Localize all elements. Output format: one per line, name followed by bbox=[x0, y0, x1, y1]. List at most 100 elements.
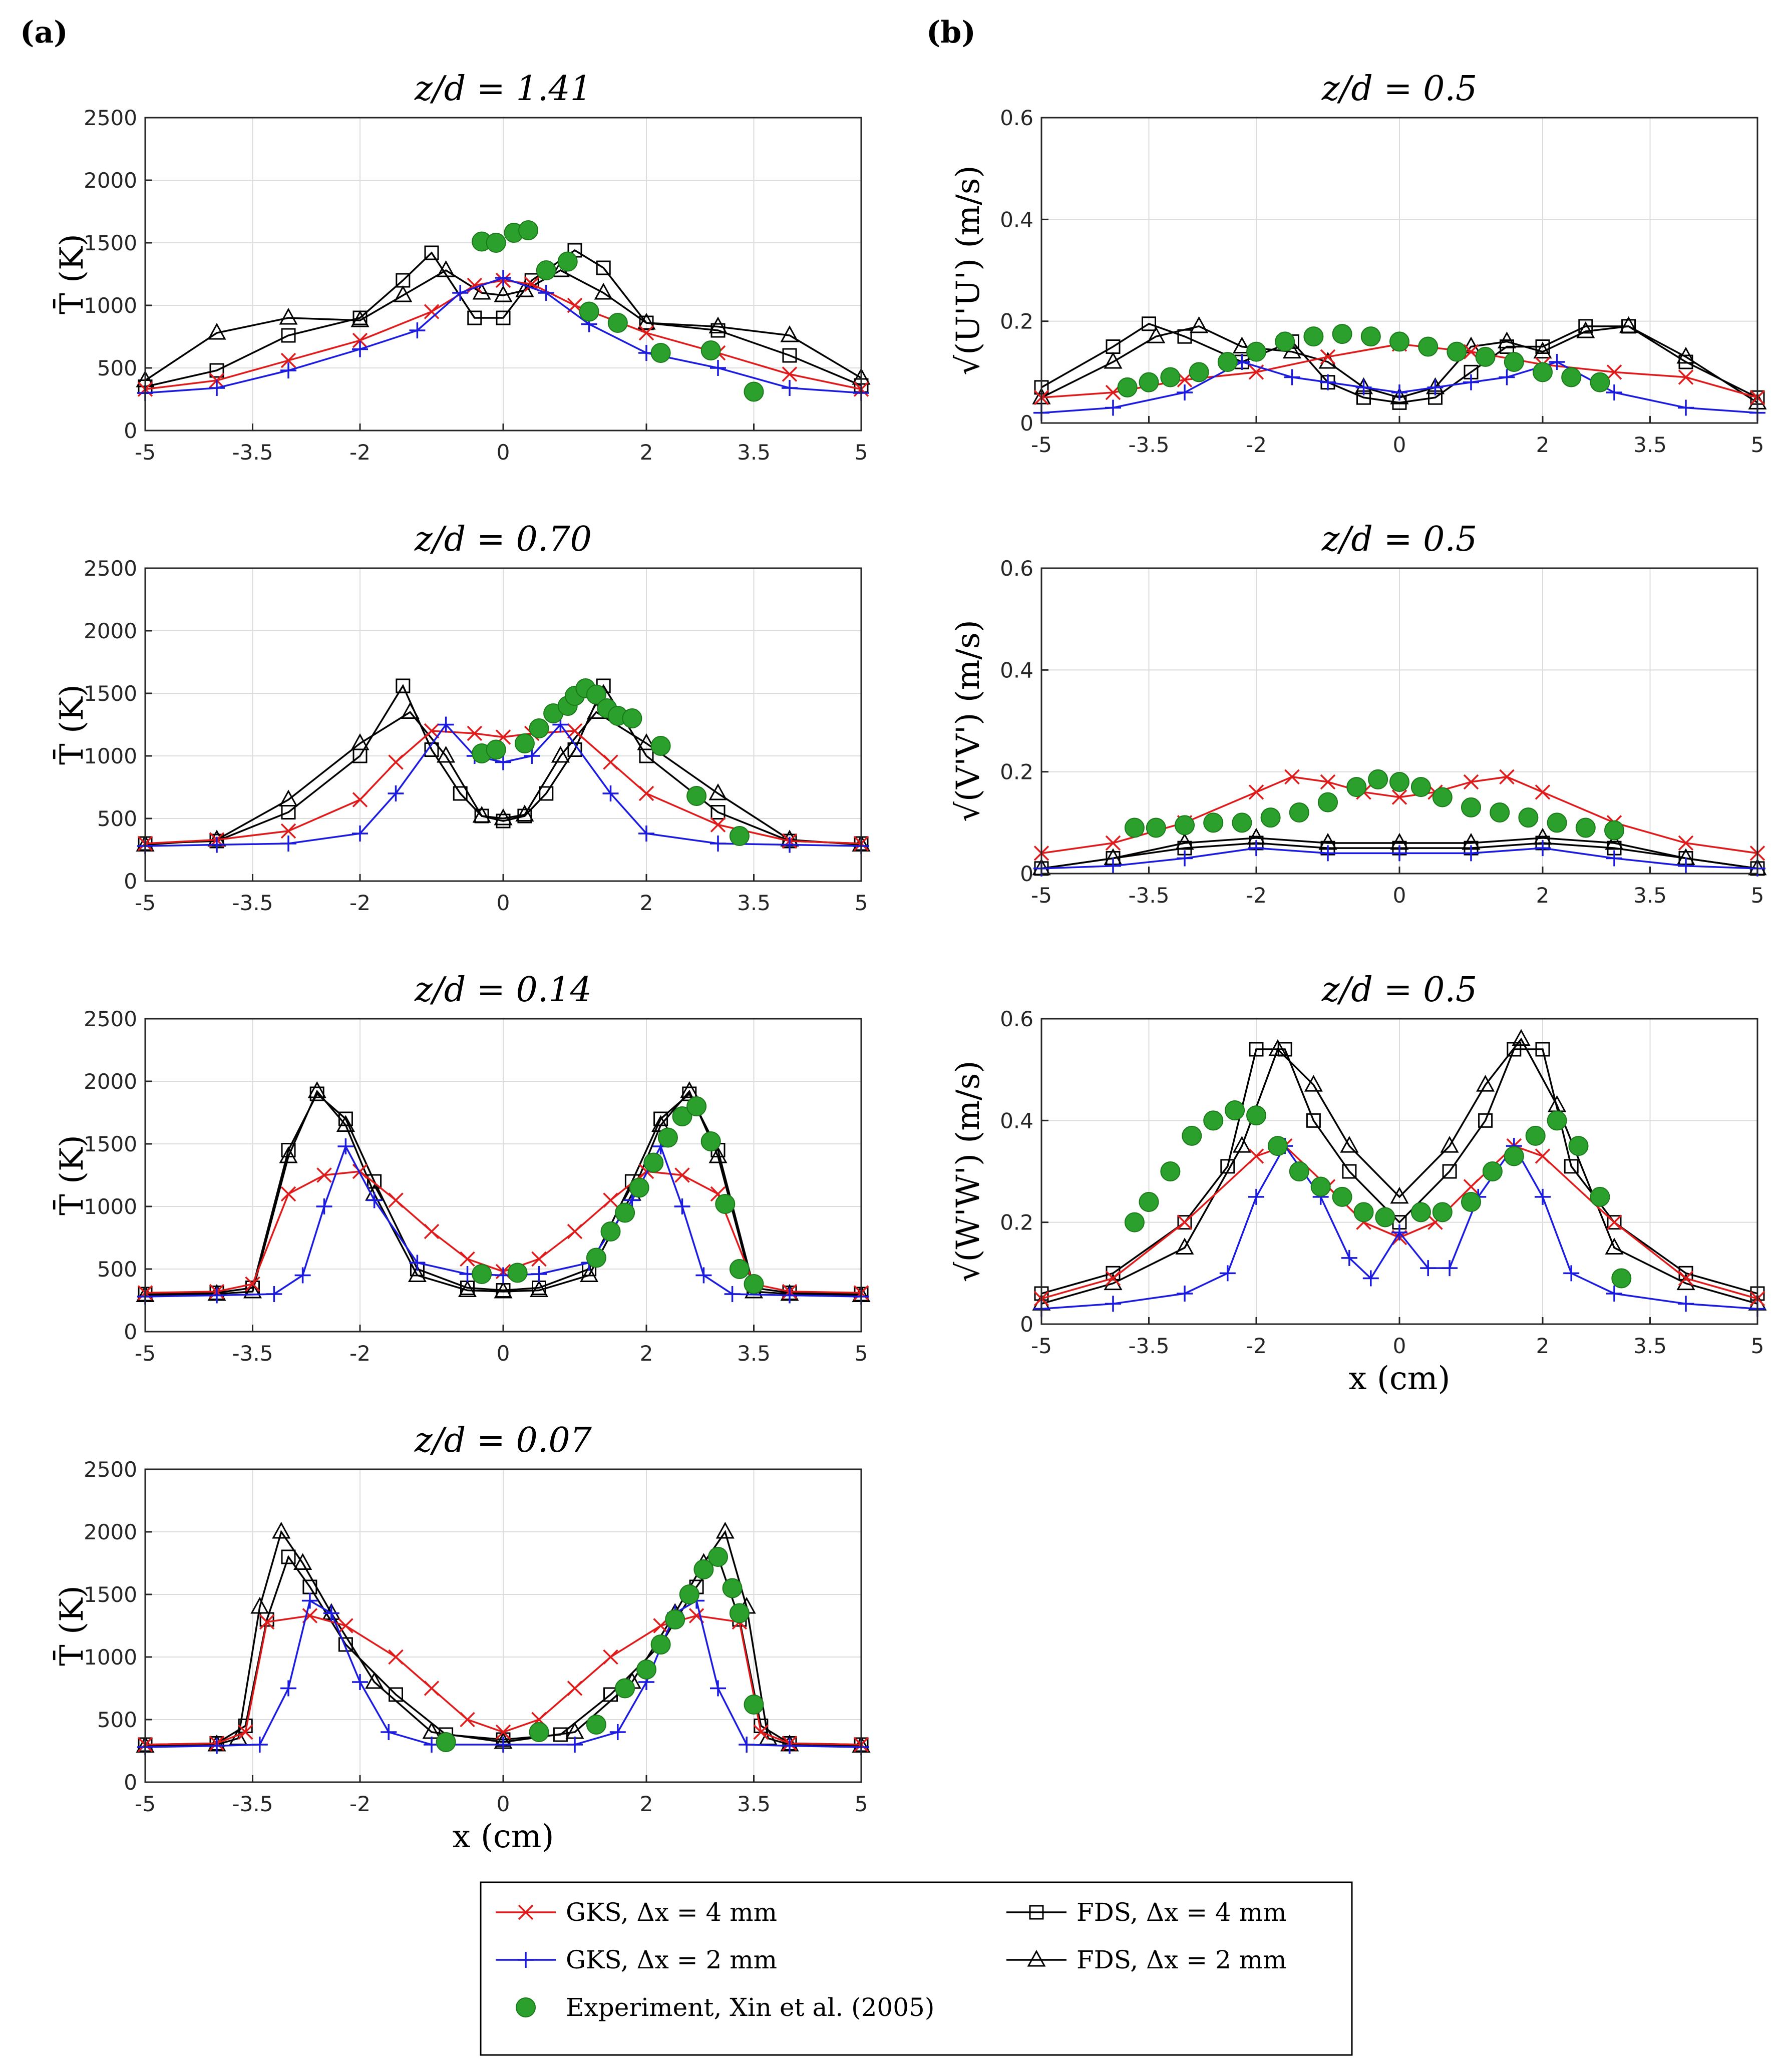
data-point-gks2 bbox=[388, 785, 404, 801]
data-point-exp bbox=[1504, 352, 1524, 372]
data-point-fds4 bbox=[1621, 319, 1636, 334]
data-point-fds4 bbox=[352, 748, 368, 763]
data-point-gks4 bbox=[424, 723, 440, 739]
data-point-gks2 bbox=[624, 1192, 640, 1208]
data-point-gks2 bbox=[1341, 1250, 1357, 1266]
data-point-fds4 bbox=[1507, 1042, 1522, 1057]
data-point-exp bbox=[744, 1274, 764, 1294]
y-axis-label: √(W'W') (m/s) bbox=[950, 1061, 987, 1283]
data-point-exp bbox=[1124, 817, 1145, 838]
data-point-gks2 bbox=[409, 322, 426, 338]
data-point-gks4 bbox=[245, 1276, 260, 1292]
y-tick-label: 0 bbox=[1020, 862, 1033, 886]
data-point-exp bbox=[1547, 812, 1567, 833]
series-exp bbox=[436, 1547, 764, 1752]
data-point-exp bbox=[557, 251, 578, 272]
data-point-gks4 bbox=[603, 754, 618, 770]
data-point-exp bbox=[586, 1248, 606, 1268]
y-tick-label: 0 bbox=[1020, 1312, 1033, 1337]
y-tick-label: 2000 bbox=[84, 619, 137, 643]
x-tick-label: 5 bbox=[1751, 433, 1764, 457]
x-tick-label: -2 bbox=[1246, 883, 1267, 908]
data-point-gks2 bbox=[1499, 369, 1515, 385]
data-point-gks4 bbox=[388, 754, 404, 770]
data-point-gks2 bbox=[602, 785, 619, 801]
legend-marker-gks2 bbox=[518, 1952, 534, 1968]
data-point-fds2 bbox=[1104, 351, 1123, 369]
data-point-fds2 bbox=[594, 282, 613, 300]
x-tick-label: -2 bbox=[1246, 433, 1267, 457]
data-point-gks2 bbox=[1442, 1260, 1458, 1277]
x-tick-label: 0 bbox=[497, 440, 510, 465]
series-line-fds2 bbox=[145, 269, 862, 381]
data-point-exp bbox=[529, 1722, 549, 1742]
x-tick-label: 2 bbox=[640, 440, 653, 465]
data-point-exp bbox=[1275, 331, 1295, 352]
data-point-exp bbox=[729, 1603, 750, 1623]
data-point-exp bbox=[607, 313, 628, 333]
legend-entry-gks4: GKS, Δx = 4 mm bbox=[496, 1898, 777, 1927]
data-point-gks4 bbox=[467, 725, 483, 741]
data-point-gks4 bbox=[280, 1186, 296, 1202]
x-tick-label: 3.5 bbox=[1633, 1334, 1667, 1358]
legend-entry-gks2: GKS, Δx = 2 mm bbox=[496, 1945, 777, 1974]
data-point-exp bbox=[744, 381, 764, 402]
x-tick-label: 2 bbox=[640, 891, 653, 915]
y-tick-label: 0.4 bbox=[1000, 207, 1033, 232]
legend: GKS, Δx = 4 mm GKS, Δx = 2 mm Experiment, … bbox=[480, 1881, 1353, 2056]
data-point-gks2 bbox=[366, 1192, 383, 1208]
data-point-gks2 bbox=[381, 1724, 397, 1740]
x-tick-label: 2 bbox=[1536, 1334, 1550, 1358]
data-point-exp bbox=[586, 684, 606, 705]
y-axis-label: √(U'U') (m/s) bbox=[950, 165, 987, 375]
y-tick-label: 500 bbox=[97, 1708, 137, 1732]
data-point-fds2 bbox=[408, 1265, 427, 1282]
data-point-exp bbox=[722, 1578, 743, 1598]
data-point-gks4 bbox=[1391, 789, 1407, 805]
data-point-gks2 bbox=[782, 1738, 798, 1754]
data-point-exp bbox=[1203, 812, 1224, 833]
data-point-gks4 bbox=[674, 1167, 690, 1183]
series-line-fds4 bbox=[145, 249, 862, 388]
data-point-gks4 bbox=[1606, 1214, 1622, 1230]
data-point-gks2 bbox=[323, 1605, 339, 1621]
data-point-exp bbox=[518, 220, 539, 240]
data-point-fds4 bbox=[496, 310, 511, 325]
y-tick-label: 500 bbox=[97, 1257, 137, 1282]
x-tick-label: 5 bbox=[1751, 1334, 1764, 1358]
y-axis-label: T̄ (K) bbox=[53, 234, 91, 314]
data-point-gks2 bbox=[695, 1267, 712, 1284]
plot-b1: -5 -3.5 -2 0 2 3.5 5 0 0.2 0.4 0.6 z/d = 0.5 √(U'U')… bbox=[950, 69, 1767, 457]
series-line-fds4 bbox=[145, 1092, 862, 1295]
data-point-fds4 bbox=[1535, 1042, 1550, 1057]
data-point-fds2 bbox=[1147, 326, 1166, 343]
x-tick-label: 0 bbox=[497, 1792, 510, 1816]
data-point-gks2 bbox=[782, 837, 798, 853]
x-tick-label: 2 bbox=[640, 1792, 653, 1816]
data-point-fds2 bbox=[494, 808, 513, 825]
data-point-exp bbox=[650, 343, 671, 363]
data-point-fds4 bbox=[1678, 354, 1693, 369]
data-point-fds2 bbox=[1390, 1186, 1409, 1204]
plot-title: z/d = 0.5 bbox=[1321, 69, 1478, 109]
data-point-gks2 bbox=[1105, 858, 1121, 874]
data-point-gks2 bbox=[1463, 845, 1479, 862]
data-point-gks2 bbox=[280, 836, 296, 852]
data-point-fds4 bbox=[281, 328, 296, 343]
series-gks2 bbox=[137, 716, 869, 854]
data-point-exp bbox=[1590, 1186, 1610, 1207]
data-point-gks4 bbox=[388, 1649, 404, 1665]
data-point-exp bbox=[729, 1259, 750, 1279]
x-tick-label: -5 bbox=[1031, 1334, 1052, 1358]
series-line-fds4 bbox=[1041, 322, 1758, 404]
data-point-fds4 bbox=[474, 808, 489, 823]
legend-marker-fds4 bbox=[1029, 1905, 1044, 1920]
data-point-exp bbox=[643, 1152, 664, 1173]
data-point-gks2 bbox=[337, 1138, 354, 1154]
data-point-exp bbox=[1490, 802, 1510, 822]
x-tick-label: -2 bbox=[349, 440, 371, 465]
x-tick-label: 2 bbox=[1536, 883, 1550, 908]
y-tick-label: 2500 bbox=[84, 556, 137, 581]
data-point-gks2 bbox=[782, 1287, 798, 1304]
data-point-fds2 bbox=[515, 280, 534, 297]
